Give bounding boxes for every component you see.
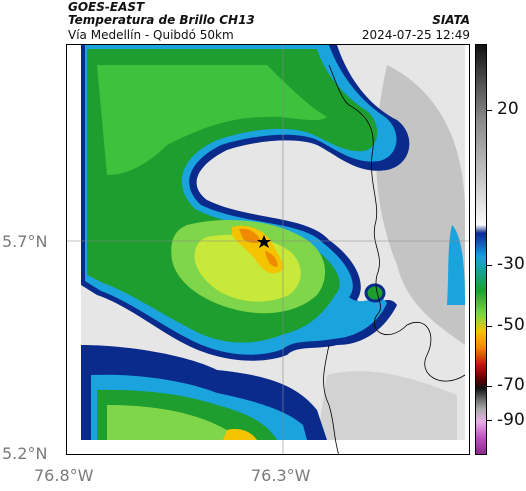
lat-label-5-2: 5.2°N (2, 444, 48, 463)
lon-label-76-3: 76.3°W (251, 466, 311, 485)
colorbar-tick (487, 110, 492, 111)
satellite-title: GOES-EAST (68, 0, 145, 14)
colorbar-label-neg90: -90 (497, 410, 525, 430)
colorbar-tick (487, 386, 492, 387)
lat-label-5-7: 5.7°N (2, 232, 48, 251)
colorbar-label-neg70: -70 (497, 375, 525, 395)
product-title: Temperatura de Brillo CH13 (68, 13, 255, 27)
colorbar-label-neg50: -50 (497, 315, 525, 335)
colorbar-label-neg30: -30 (497, 254, 525, 274)
datetime-label: 2024-07-25 12:49 (361, 28, 470, 42)
map-canvas (67, 45, 469, 454)
lon-label-76-8: 76.8°W (34, 466, 94, 485)
colorbar-tick (487, 326, 492, 327)
region-subtitle: Vía Medellín - Quibdó 50km (68, 28, 234, 42)
brightness-temperature-map (66, 44, 470, 455)
colorbar-tick (487, 265, 492, 266)
star-icon (257, 235, 271, 248)
colorbar-label-20: 20 (497, 99, 519, 119)
colorbar-tick (487, 420, 492, 421)
colorbar (475, 44, 487, 455)
organization-label: SIATA (432, 13, 470, 27)
